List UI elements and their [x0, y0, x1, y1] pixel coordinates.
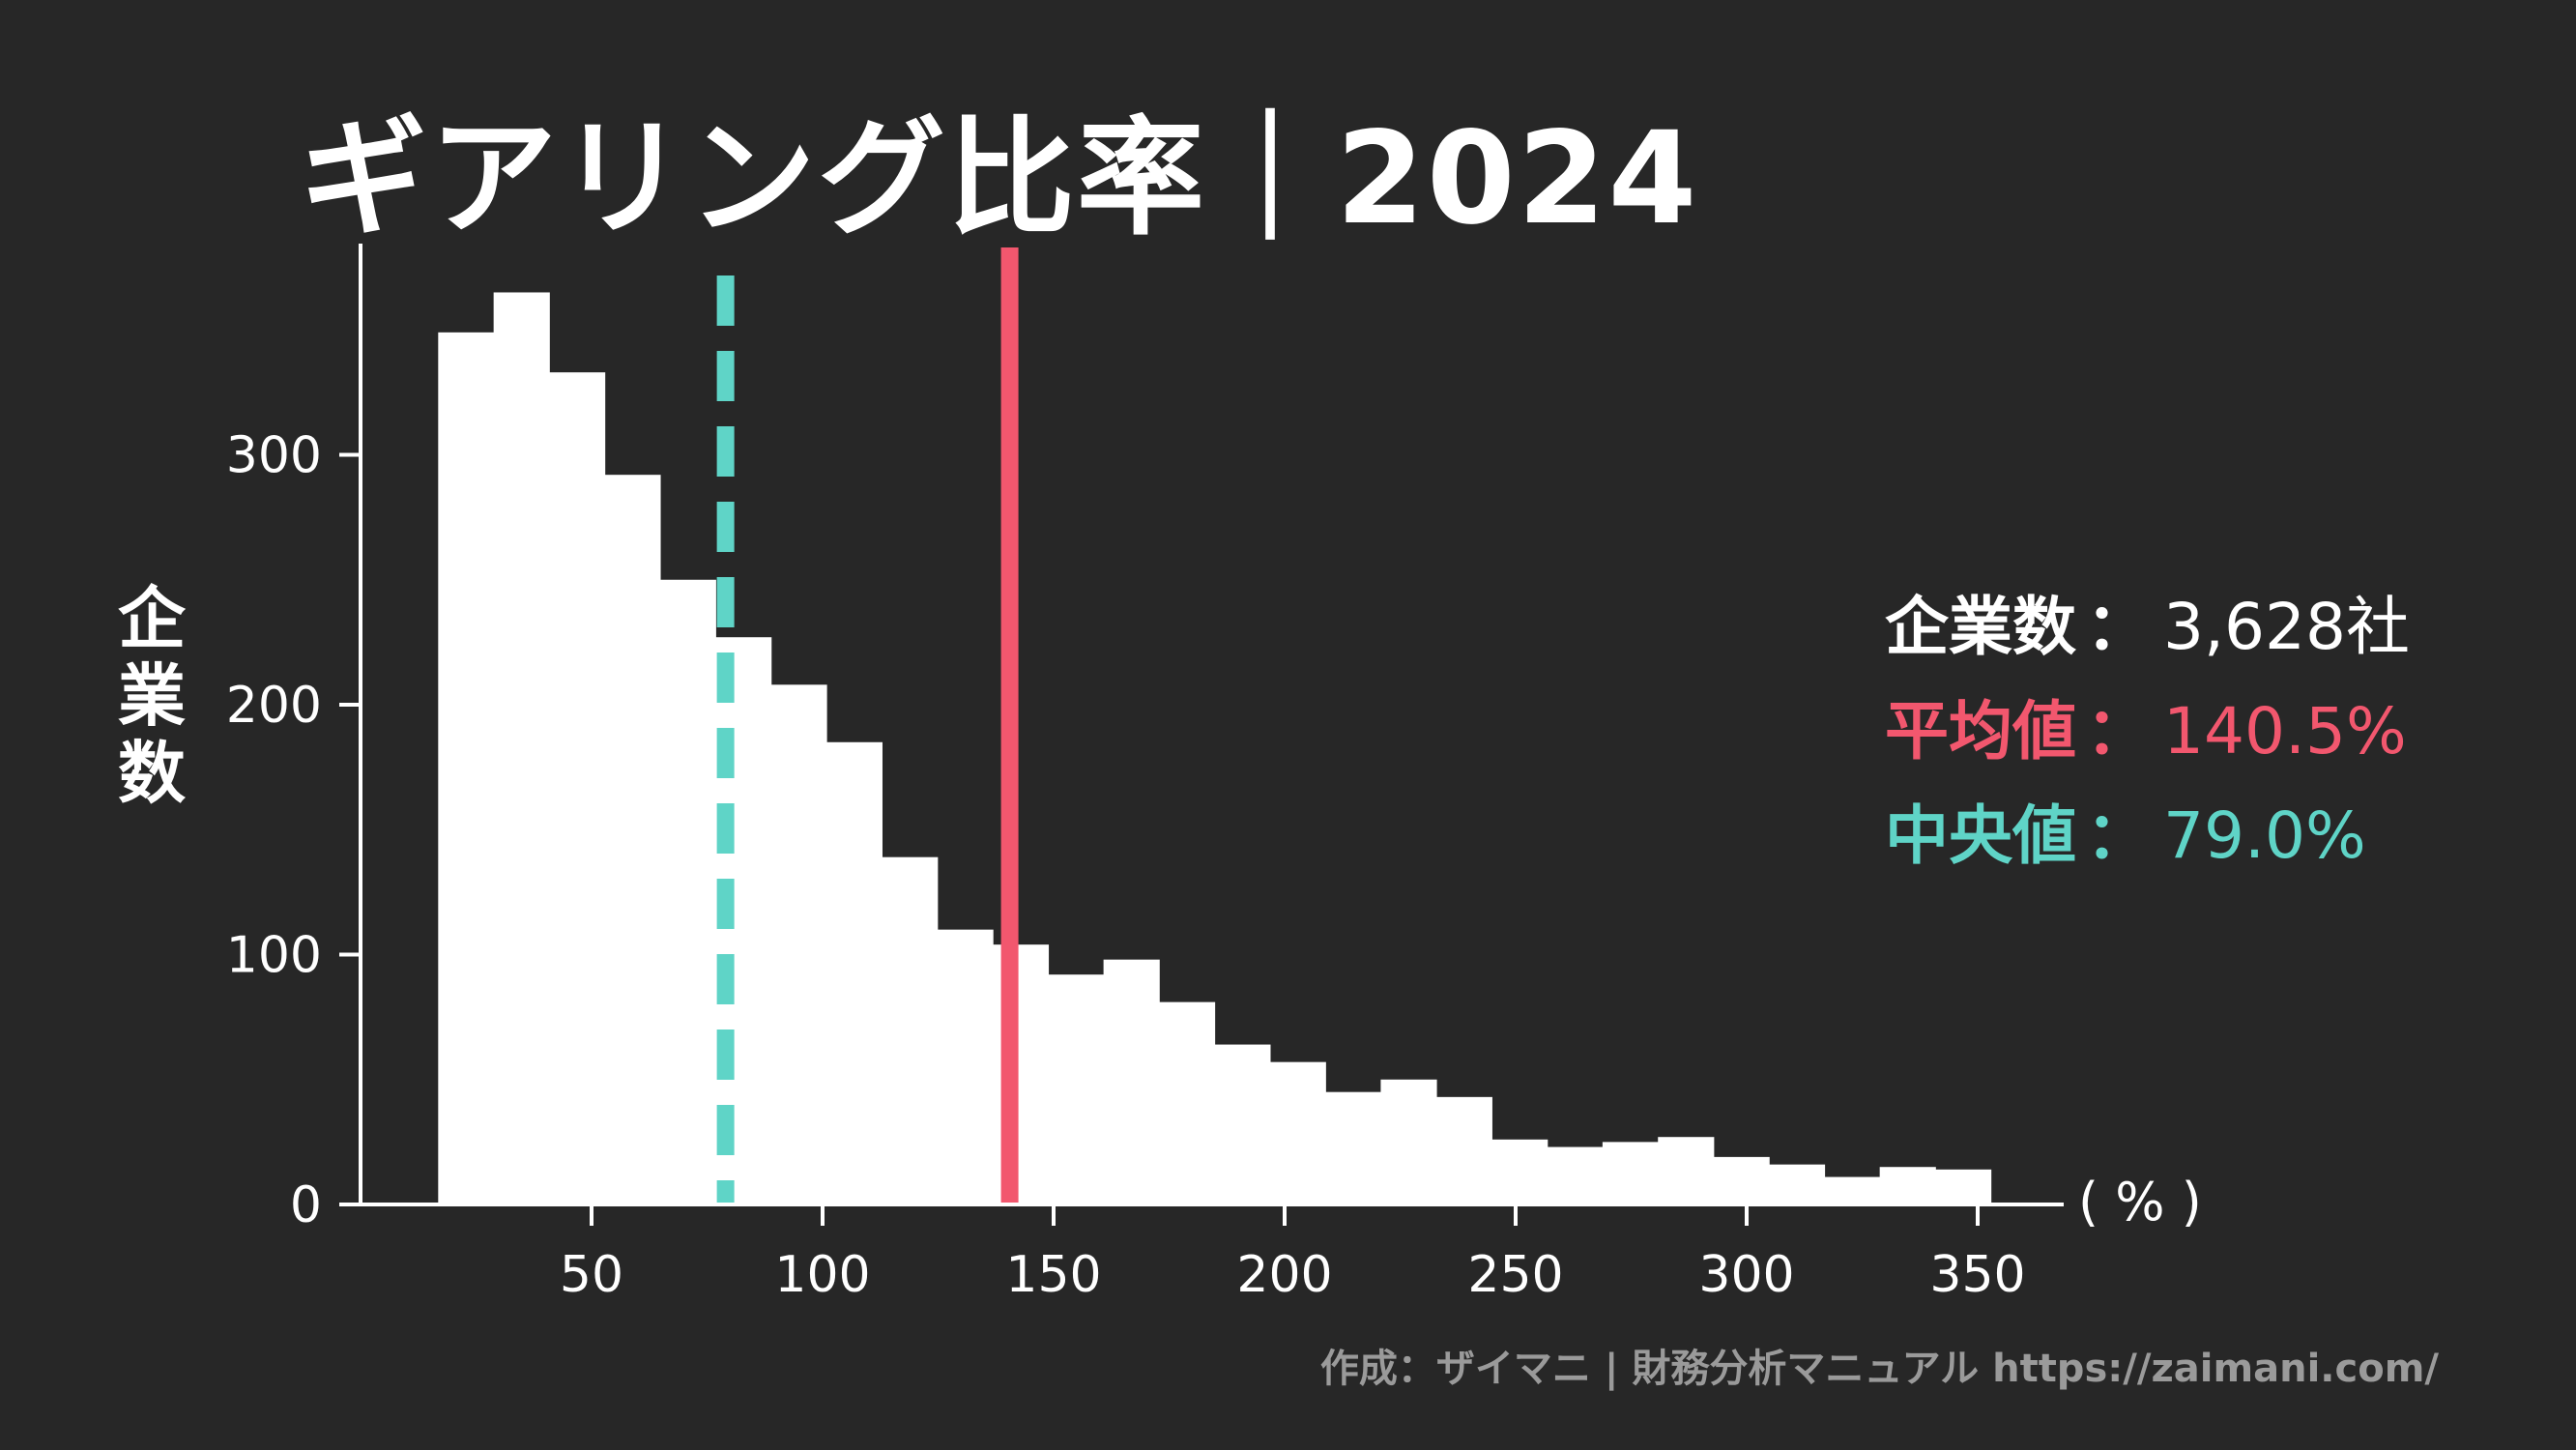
- stat-mean-label: 平均値: [1885, 694, 2076, 768]
- histogram-bar: [1824, 1176, 1881, 1204]
- stat-median-value: 79.0%: [2163, 798, 2366, 873]
- histogram-bar: [1103, 959, 1160, 1204]
- stat-median: 中央値： 79.0%: [1885, 784, 2410, 888]
- histogram-bar: [1158, 1001, 1216, 1204]
- histogram-bar: [1325, 1091, 1382, 1204]
- x-tick-label: 200: [1236, 1246, 1332, 1304]
- x-tick-label: 350: [1929, 1246, 2025, 1304]
- histogram-bar: [1048, 974, 1105, 1204]
- histogram-bar: [1879, 1167, 1936, 1204]
- stat-separator: ：: [2086, 590, 2150, 664]
- histogram-bar: [1380, 1079, 1437, 1204]
- histogram-bar: [825, 741, 883, 1204]
- stat-median-label: 中央値: [1885, 798, 2076, 873]
- stat-separator: ：: [2086, 798, 2150, 873]
- histogram-bar: [1214, 1044, 1271, 1204]
- stat-mean: 平均値： 140.5%: [1885, 680, 2410, 784]
- histogram-bar: [1768, 1164, 1826, 1204]
- histogram-bar: [1491, 1139, 1548, 1204]
- credit-text: 作成：ザイマニ | 財務分析マニュアル https://zaimani.com/: [1319, 1347, 2439, 1391]
- histogram-bar: [937, 929, 994, 1204]
- y-tick-label: 0: [290, 1176, 322, 1234]
- stats-panel: 企業数： 3,628社 平均値： 140.5% 中央値： 79.0%: [1885, 575, 2410, 888]
- stat-count-value: 3,628社: [2163, 590, 2410, 664]
- stat-separator: ：: [2086, 694, 2150, 768]
- histogram-bars: [438, 292, 1992, 1205]
- x-tick-label: 100: [774, 1246, 870, 1304]
- histogram-bar: [493, 292, 550, 1205]
- histogram-bar: [1713, 1156, 1770, 1204]
- stat-count-label: 企業数: [1885, 590, 2076, 664]
- x-tick-label: 150: [1005, 1246, 1101, 1304]
- histogram-bar: [1658, 1137, 1715, 1204]
- histogram-bar: [1935, 1169, 1992, 1204]
- stat-mean-value: 140.5%: [2163, 694, 2407, 768]
- x-axis-ticks: 50 100 150 200 250 300 350: [560, 1204, 2026, 1304]
- histogram-bar: [659, 579, 716, 1204]
- histogram-bar: [1269, 1061, 1326, 1204]
- y-tick-label: 300: [226, 427, 322, 485]
- histogram-bar: [770, 684, 827, 1204]
- histogram-bar: [604, 475, 661, 1204]
- y-axis-ticks: 0 100 200 300: [226, 427, 361, 1234]
- y-axis-label: 企業数: [118, 579, 186, 813]
- histogram-bar: [549, 372, 606, 1204]
- stat-company-count: 企業数： 3,628社: [1885, 575, 2410, 680]
- x-axis-unit: ( % ): [2078, 1172, 2202, 1232]
- x-tick-label: 50: [560, 1246, 623, 1304]
- chart-title: ギアリング比率｜2024: [300, 104, 1699, 253]
- y-tick-label: 200: [226, 677, 322, 735]
- histogram-bar: [1435, 1096, 1492, 1204]
- x-tick-label: 250: [1467, 1246, 1563, 1304]
- histogram-bar: [1602, 1142, 1660, 1204]
- x-tick-label: 300: [1698, 1246, 1794, 1304]
- histogram-bar: [438, 332, 495, 1205]
- y-tick-label: 100: [226, 927, 322, 985]
- histogram-bar: [882, 856, 939, 1204]
- histogram-bar: [1547, 1146, 1604, 1204]
